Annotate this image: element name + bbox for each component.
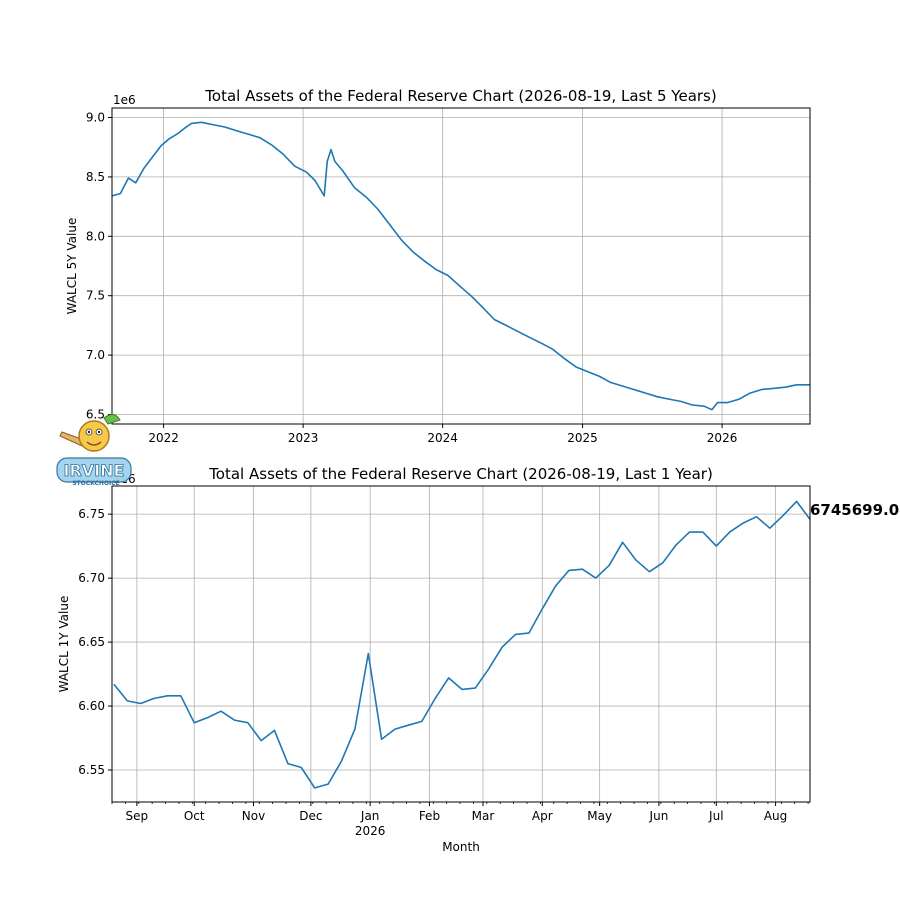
c1-xtick-label: 2024 — [427, 431, 458, 445]
c2-xtick-label: Mar — [472, 809, 495, 823]
c2-xtick-label: Apr — [532, 809, 553, 823]
chart-5y-title: Total Assets of the Federal Reserve Char… — [204, 87, 716, 105]
c2-ytick-label: 6.60 — [78, 699, 105, 713]
c1-xtick-label: 2022 — [148, 431, 179, 445]
c2-xtick-label: Jan — [360, 809, 380, 823]
c1-ytick-label: 8.0 — [86, 229, 105, 243]
logo-text: IRVINE — [64, 461, 125, 480]
c2-ytick-label: 6.65 — [78, 635, 105, 649]
c1-ytick-label: 6.5 — [86, 407, 105, 421]
c1-xtick-label: 2025 — [567, 431, 598, 445]
c2-ytick-label: 6.55 — [78, 763, 105, 777]
c1-ytick-label: 7.5 — [86, 289, 105, 303]
chart-1y-ylabel: WALCL 1Y Value — [57, 596, 71, 693]
c2-ytick-label: 6.75 — [78, 507, 105, 521]
c2-xtick-label: May — [587, 809, 612, 823]
c2-xtick-label: Aug — [764, 809, 787, 823]
c2-xtick-label: Feb — [419, 809, 440, 823]
c2-xtick-label: Nov — [242, 809, 265, 823]
logo-subtext: STOCKCHOICE — [72, 480, 120, 487]
chart-1y-xlabel: Month — [442, 840, 480, 854]
c1-ytick-label: 7.0 — [86, 348, 105, 362]
c1-xtick-label: 2023 — [288, 431, 319, 445]
c2-xtick-label: Dec — [299, 809, 322, 823]
pencil-character-logo: IRVINE STOCKCHOICE — [56, 414, 132, 487]
c2-xtick-label: Jun — [649, 809, 669, 823]
chart-1y: Total Assets of the Federal Reserve Char… — [57, 465, 899, 854]
c2-xtick-label: Sep — [126, 809, 149, 823]
chart-5y-offset-text: 1e6 — [113, 93, 136, 107]
chart-1y-last-value-label: 6745699.0 — [810, 501, 899, 519]
chart-5y: Total Assets of the Federal Reserve Char… — [65, 87, 811, 445]
c2-xtick-label: Oct — [184, 809, 205, 823]
c1-ytick-label: 9.0 — [86, 111, 105, 125]
c1-ytick-label: 8.5 — [86, 170, 105, 184]
c2-xtick-label: Jul — [708, 809, 723, 823]
chart-5y-frame — [111, 107, 811, 425]
c1-xtick-label: 2026 — [707, 431, 738, 445]
chart-5y-series-line — [111, 121, 810, 411]
chart-1y-series-line — [113, 500, 811, 789]
c2-xtick-sublabel: 2026 — [355, 824, 386, 838]
c2-ytick-label: 6.70 — [78, 571, 105, 585]
chart-5y-ylabel: WALCL 5Y Value — [65, 218, 79, 315]
chart-1y-title: Total Assets of the Federal Reserve Char… — [208, 465, 713, 483]
chart-1y-frame — [111, 485, 811, 803]
